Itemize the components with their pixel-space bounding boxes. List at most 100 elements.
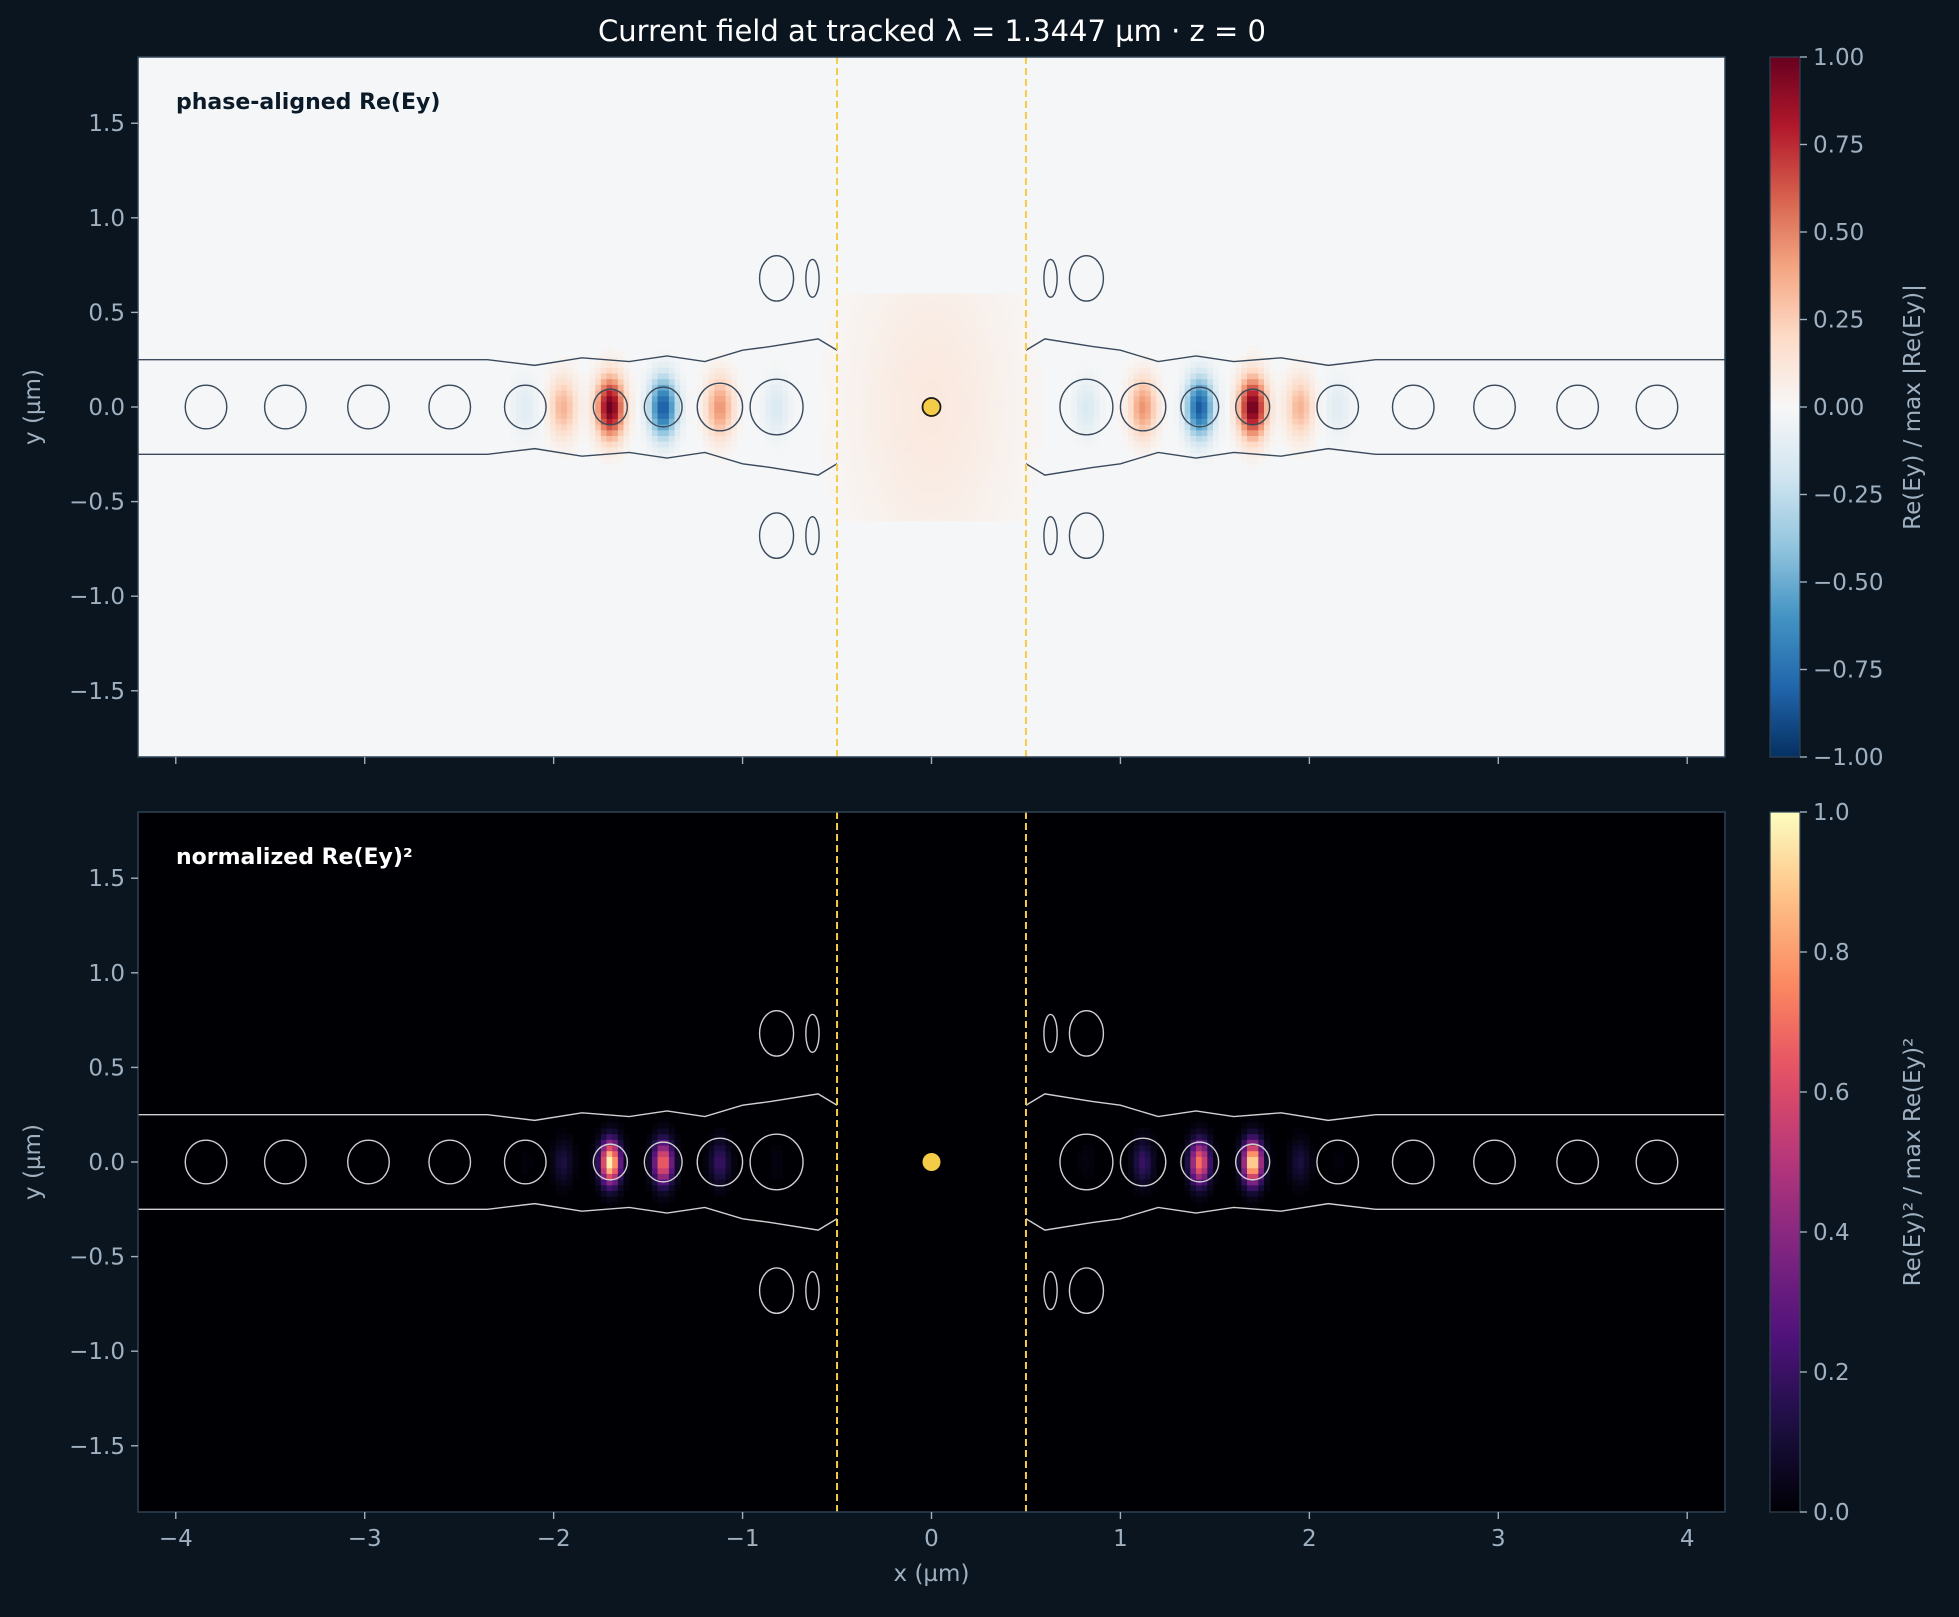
heatmap-cell — [527, 401, 534, 408]
heatmap-cell — [606, 1184, 613, 1191]
heatmap-cell — [997, 480, 1004, 488]
heatmap-cell — [606, 1122, 613, 1129]
heatmap-cell — [923, 321, 931, 329]
heatmap-cell — [997, 458, 1004, 465]
heatmap-cell — [1258, 350, 1265, 357]
heatmap-cell — [776, 407, 783, 414]
heatmap-cell — [1247, 458, 1254, 465]
heatmap-cell — [940, 372, 948, 380]
heatmap-cell — [719, 378, 727, 385]
heatmap-cell — [714, 418, 721, 425]
heatmap-cell — [844, 310, 851, 317]
heatmap-cell — [617, 446, 625, 454]
heatmap-cell — [1190, 372, 1197, 380]
heatmap-cell — [515, 412, 523, 419]
heatmap-cell — [606, 1190, 613, 1197]
heatmap-cell — [572, 1156, 579, 1163]
heatmap-cell — [878, 407, 885, 414]
heatmap-cell — [1082, 1167, 1089, 1174]
heatmap-cell — [969, 492, 976, 499]
heatmap-cell — [1275, 407, 1282, 414]
heatmap-cell — [1264, 407, 1271, 414]
heatmap-cell — [1326, 389, 1333, 397]
heatmap-cell — [668, 1179, 676, 1186]
heatmap-cell — [838, 395, 846, 402]
heatmap-cell — [1247, 452, 1254, 459]
heatmap-cell — [589, 1173, 596, 1180]
heatmap-cell — [1190, 407, 1197, 414]
heatmap-cell — [1156, 384, 1163, 391]
heatmap-cell — [566, 378, 574, 385]
heatmap-cell — [1286, 435, 1293, 442]
heatmap-cell — [1298, 389, 1305, 397]
heatmap-cell — [1252, 401, 1259, 408]
heatmap-cell — [617, 350, 625, 357]
heatmap-cell — [1082, 424, 1089, 431]
heatmap-cell — [600, 1162, 608, 1169]
heatmap-cell — [1150, 412, 1157, 419]
heatmap-cell — [974, 327, 982, 334]
heatmap-cell — [844, 492, 851, 499]
heatmap-cell — [1025, 389, 1033, 397]
heatmap-cell — [1008, 321, 1016, 329]
heatmap-cell — [1196, 1127, 1203, 1135]
heatmap-cell — [651, 458, 659, 465]
heatmap-cell — [549, 412, 557, 419]
heatmap-cell — [838, 424, 846, 431]
heatmap-cell — [889, 333, 897, 340]
heatmap-cell — [1247, 355, 1254, 363]
heatmap-cell — [895, 350, 902, 357]
heatmap-cell — [906, 333, 914, 340]
heatmap-cell — [997, 316, 1004, 323]
heatmap-cell — [555, 1184, 562, 1191]
heatmap-cell — [1303, 1150, 1310, 1157]
heatmap-cell — [561, 1144, 568, 1152]
heatmap-cell — [561, 1162, 568, 1169]
heatmap-cell — [719, 350, 727, 357]
heatmap-cell — [1025, 475, 1033, 482]
heatmap-cell — [1025, 327, 1033, 334]
heatmap-cell — [708, 361, 715, 368]
heatmap-cell — [1020, 367, 1027, 374]
heatmap-cell — [583, 424, 591, 431]
heatmap-cell — [991, 384, 999, 391]
heatmap-cell — [850, 338, 857, 346]
heatmap-cell — [935, 350, 942, 357]
heatmap-cell — [986, 344, 993, 351]
heatmap-cell — [991, 475, 999, 482]
heatmap-cell — [1133, 429, 1140, 436]
heatmap-cell — [731, 1150, 738, 1157]
heatmap-cell — [1309, 378, 1316, 385]
heatmap-cell — [878, 310, 885, 317]
heatmap-cell — [906, 497, 914, 505]
heatmap-cell — [895, 429, 902, 436]
heatmap-cell — [1184, 1162, 1191, 1169]
heatmap-cell — [1309, 412, 1316, 419]
hole-outline — [592, 1143, 629, 1181]
heatmap-cell — [929, 321, 936, 329]
heatmap-cell — [617, 1156, 625, 1163]
heatmap-cell — [1269, 367, 1276, 374]
heatmap-cell — [1025, 384, 1033, 391]
heatmap-cell — [561, 435, 568, 442]
heatmap-cell — [884, 435, 891, 442]
blob-outline — [1068, 1009, 1105, 1057]
heatmap-cell — [521, 418, 528, 425]
heatmap-cell — [1264, 1190, 1271, 1197]
heatmap-cell — [991, 401, 999, 408]
heatmap-cell — [957, 418, 965, 425]
heatmap-cell — [617, 424, 625, 431]
heatmap-cell — [963, 372, 970, 380]
heatmap-cell — [974, 389, 982, 397]
heatmap-cell — [1190, 1190, 1197, 1197]
heatmap-cell — [1037, 412, 1044, 419]
heatmap-cell — [1201, 418, 1208, 425]
heatmap-cell — [1122, 407, 1129, 414]
heatmap-cell — [725, 389, 732, 397]
heatmap-cell — [1201, 446, 1208, 454]
heatmap-cell — [1207, 441, 1214, 448]
heatmap-cell — [957, 378, 965, 385]
heatmap-cell — [991, 378, 999, 385]
heatmap-cell — [714, 458, 721, 465]
heatmap-cell — [889, 429, 897, 436]
